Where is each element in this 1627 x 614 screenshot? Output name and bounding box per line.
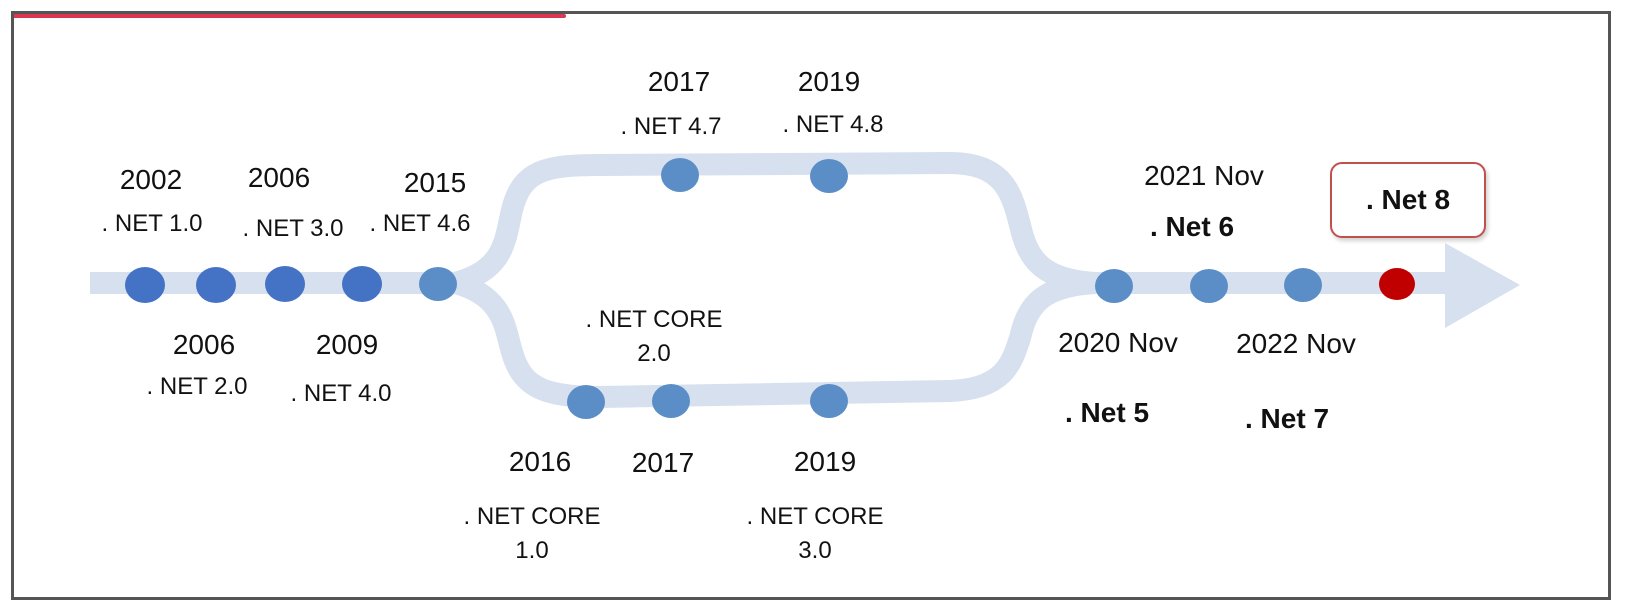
year-2009: 2009 xyxy=(315,329,379,360)
version-net-4-8: . NET 4.8 xyxy=(782,111,884,138)
milestone-dot-2016-core1 xyxy=(567,385,605,419)
version-net-1-0: . NET 1.0 xyxy=(101,210,203,237)
version-net-core-1-0: . NET CORE 1.0 xyxy=(464,500,601,568)
milestone-dot-2019-net48 xyxy=(810,159,848,193)
milestone-dot-2021-net6 xyxy=(1190,269,1228,303)
version-net-core-3-0-line2: 3.0 xyxy=(798,537,832,564)
year-2002: 2002 xyxy=(119,164,183,195)
version-net-core-1-0-line2: 1.0 xyxy=(515,537,549,564)
year-2022-nov: 2022 Nov xyxy=(1236,328,1356,359)
year-2006-net3: 2006 xyxy=(247,162,311,193)
milestone-dot-2015 xyxy=(419,267,457,301)
year-2016-core: 2016 xyxy=(508,446,572,477)
version-net-core-3-0: . NET CORE 3.0 xyxy=(747,500,884,568)
milestone-dot-2017-net47 xyxy=(661,158,699,192)
version-net-4-0: . NET 4.0 xyxy=(290,380,392,407)
version-net-8: . Net 8 xyxy=(1365,184,1451,215)
core-branch xyxy=(451,272,1096,409)
milestone-dot-2006-net2 xyxy=(196,267,236,303)
version-net-6: . Net 6 xyxy=(1149,211,1235,242)
milestone-dot-2020-net5 xyxy=(1095,269,1133,303)
arrow-head xyxy=(1445,243,1520,328)
milestone-dot-2022-net7 xyxy=(1284,268,1322,302)
milestone-markers xyxy=(125,158,1415,419)
version-net-4-6: . NET 4.6 xyxy=(369,210,471,237)
net-8-callout: . Net 8 xyxy=(1330,162,1486,238)
milestone-dot-net8 xyxy=(1379,268,1415,300)
year-2015: 2015 xyxy=(403,167,467,198)
version-net-2-0: . NET 2.0 xyxy=(146,373,248,400)
milestone-dot-2019-core3 xyxy=(810,384,848,418)
version-net-4-7: . NET 4.7 xyxy=(620,113,722,140)
version-net-7: . Net 7 xyxy=(1244,403,1330,434)
version-net-core-2-0-line1: . NET CORE xyxy=(585,306,723,333)
milestone-dot-2002 xyxy=(125,267,165,303)
year-2019-net48: 2019 xyxy=(797,66,861,97)
year-2021-nov: 2021 Nov xyxy=(1144,160,1264,191)
year-2017-net47: 2017 xyxy=(647,66,711,97)
year-2006-net2: 2006 xyxy=(172,329,236,360)
version-net-5: . Net 5 xyxy=(1064,397,1150,428)
version-net-core-3-0-line1: . NET CORE xyxy=(746,503,884,530)
framework-branch xyxy=(451,151,1096,294)
milestone-dot-2017-core2 xyxy=(652,384,690,418)
version-net-3-0: . NET 3.0 xyxy=(242,215,344,242)
version-net-core-2-0: . NET CORE 2.0 xyxy=(586,303,723,371)
slide-frame xyxy=(11,11,1611,600)
accent-line xyxy=(14,14,566,18)
version-net-core-2-0-line2: 2.0 xyxy=(637,340,671,367)
year-2017-core: 2017 xyxy=(631,447,695,478)
milestone-dot-2006-net3 xyxy=(265,266,305,302)
year-2019-core: 2019 xyxy=(793,446,857,477)
year-2020-nov: 2020 Nov xyxy=(1058,327,1178,358)
milestone-dot-2009 xyxy=(342,266,382,302)
version-net-core-1-0-line1: . NET CORE xyxy=(463,503,601,530)
